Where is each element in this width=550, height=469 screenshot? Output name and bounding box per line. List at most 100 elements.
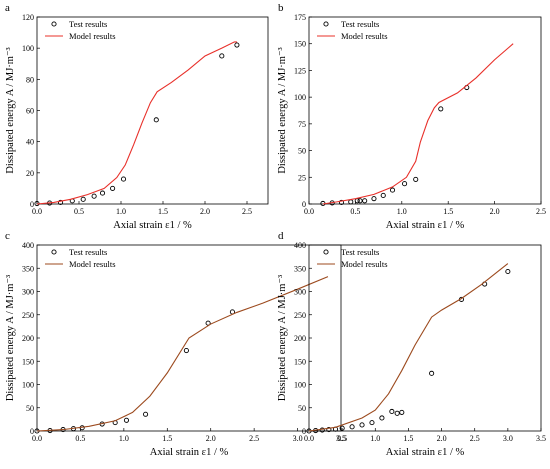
model-line xyxy=(36,41,237,205)
y-tick-label: 75 xyxy=(298,120,306,129)
test-point xyxy=(91,193,97,199)
y-tick-label: 50 xyxy=(298,147,306,156)
y-tick-label: 60 xyxy=(26,107,34,116)
chart-panel-d: 0.0 0.5 1.0 1.5 2.0 2.5 3.0 3.5 0 50 100 150 200 250 3… xyxy=(277,230,546,458)
test-point xyxy=(429,370,435,376)
test-point xyxy=(362,198,368,204)
test-point xyxy=(219,53,225,59)
y-tick-label: 400 xyxy=(294,241,306,250)
y-tick-label: 150 xyxy=(294,357,306,366)
chart-panel-a: 0.0 0.5 1.0 1.5 2.0 2.5 0 20 40 60 80 100 120 Axial s… xyxy=(5,2,269,231)
y-tick-label: 125 xyxy=(294,66,306,75)
test-point xyxy=(143,411,149,417)
test-point xyxy=(438,106,444,112)
legend-label: Model results xyxy=(341,31,388,41)
y-tick-label: 50 xyxy=(298,404,306,413)
test-point xyxy=(183,348,189,354)
test-point xyxy=(379,415,385,421)
panel-letter: b xyxy=(278,2,284,14)
y-axis-label: Dissipated energy A / MJ·m⁻³ xyxy=(5,275,16,401)
test-point xyxy=(153,117,159,123)
x-tick-label: 0.0 xyxy=(304,434,314,443)
test-point xyxy=(120,176,127,182)
model-line xyxy=(322,43,514,205)
x-tick-label: 0.5 xyxy=(75,434,85,443)
y-tick-label: 150 xyxy=(22,357,34,366)
x-tick-label: 1.5 xyxy=(443,207,453,216)
x-tick-label: 3.5 xyxy=(536,434,546,443)
y-axis-label: Dissipated energy A / MJ·m⁻³ xyxy=(277,275,288,401)
y-tick-label: 150 xyxy=(294,40,306,49)
x-tick-label: 0.0 xyxy=(32,207,42,216)
legend-label: Test results xyxy=(69,247,107,257)
x-tick-label: 0.5 xyxy=(74,207,84,216)
y-tick-label: 300 xyxy=(294,288,306,297)
model-line xyxy=(36,276,329,432)
y-tick-label: 100 xyxy=(22,381,34,390)
x-tick-label: 2.5 xyxy=(470,434,480,443)
x-tick-label: 0.5 xyxy=(337,434,347,443)
legend-label: Test results xyxy=(341,19,379,29)
chart-panel-c: 0.0 0.5 1.0 1.5 2.0 2.5 3.0 3.5 0 50 100 150 200 250 3… xyxy=(5,230,346,458)
test-point xyxy=(369,420,375,426)
x-tick-label: 2.5 xyxy=(536,207,546,216)
x-tick-label: 2.0 xyxy=(206,434,216,443)
test-point xyxy=(380,192,386,199)
y-tick-label: 175 xyxy=(294,13,306,22)
test-point xyxy=(371,196,377,202)
panel-letter: a xyxy=(5,2,10,14)
test-point xyxy=(234,42,240,48)
x-tick-label: 1.0 xyxy=(116,207,126,216)
x-axis-label: Axial strain ε1 / % xyxy=(386,220,465,231)
y-tick-label: 100 xyxy=(294,381,306,390)
legend-swatch-marker xyxy=(51,21,57,27)
test-point xyxy=(349,424,355,430)
x-tick-label: 0.5 xyxy=(350,207,360,216)
y-tick-label: 100 xyxy=(294,93,306,102)
x-tick-label: 0.0 xyxy=(304,207,314,216)
x-tick-label: 1.5 xyxy=(158,207,168,216)
x-tick-label: 2.5 xyxy=(249,434,259,443)
y-tick-label: 300 xyxy=(22,288,34,297)
legend-label: Model results xyxy=(341,259,388,269)
chart-panel-b: 0.0 0.5 1.0 1.5 2.0 2.5 0 25 50 75 100 125 150 175 Axi… xyxy=(277,2,546,231)
y-tick-label: 0 xyxy=(302,427,306,436)
x-tick-label: 3.0 xyxy=(293,434,303,443)
y-tick-label: 250 xyxy=(22,311,34,320)
test-point xyxy=(348,199,354,205)
y-tick-label: 0 xyxy=(30,200,34,209)
legend-label: Model results xyxy=(69,259,116,269)
test-point xyxy=(359,422,365,428)
y-tick-label: 200 xyxy=(294,334,306,343)
x-axis-label: Axial strain ε1 / % xyxy=(113,220,192,231)
test-point xyxy=(326,427,332,433)
test-point xyxy=(110,185,116,191)
test-point xyxy=(399,409,405,415)
legend-label: Model results xyxy=(69,31,116,41)
x-axis-label: Axial strain ε1 / % xyxy=(386,447,465,458)
test-point xyxy=(389,187,396,193)
plot-frame xyxy=(308,16,542,205)
y-tick-label: 350 xyxy=(22,264,34,273)
x-tick-label: 2.5 xyxy=(242,207,252,216)
x-tick-label: 3.5 xyxy=(336,434,346,443)
y-tick-label: 200 xyxy=(22,334,34,343)
x-tick-label: 0.0 xyxy=(32,434,42,443)
plot-frame xyxy=(36,16,269,205)
test-point xyxy=(394,410,400,416)
legend-label: Test results xyxy=(69,19,107,29)
test-point xyxy=(505,268,511,275)
y-tick-label: 25 xyxy=(298,173,306,182)
test-point xyxy=(99,190,106,196)
y-tick-label: 20 xyxy=(26,169,34,178)
x-tick-label: 2.0 xyxy=(200,207,210,216)
test-point xyxy=(339,425,345,431)
panel-letter: d xyxy=(278,230,284,242)
y-tick-label: 40 xyxy=(26,138,34,147)
y-tick-label: 50 xyxy=(26,404,34,413)
y-tick-label: 80 xyxy=(26,75,34,84)
x-tick-label: 1.0 xyxy=(370,434,380,443)
x-axis-label: Axial strain ε1 / % xyxy=(150,447,229,458)
x-tick-label: 1.5 xyxy=(162,434,172,443)
model-line xyxy=(308,263,509,432)
